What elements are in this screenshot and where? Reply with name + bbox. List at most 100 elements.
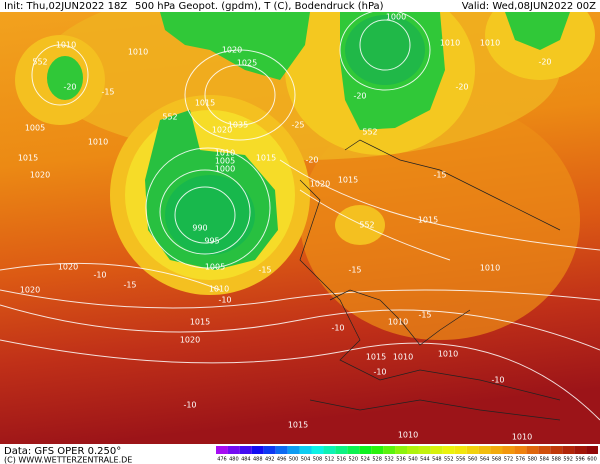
colorbar-swatch bbox=[562, 446, 575, 454]
colorbar-label: 580 bbox=[528, 457, 538, 463]
map-label: -10 bbox=[183, 401, 196, 410]
map-label: -20 bbox=[455, 83, 468, 92]
colorbar-swatch bbox=[502, 446, 515, 454]
colorbar-label: 476 bbox=[217, 457, 227, 463]
data-source: Data: GFS OPER 0.250° bbox=[4, 446, 121, 457]
colorbar-swatch bbox=[287, 446, 300, 454]
colorbar-swatch bbox=[550, 446, 563, 454]
colorbar-swatch bbox=[430, 446, 443, 454]
map-label: -20 bbox=[353, 92, 366, 101]
map-label: 1010 bbox=[209, 285, 229, 294]
map-label: 1015 bbox=[288, 421, 308, 430]
colorbar: 476 480 484 488 492 496 500 504 508 512 516 520 524 5… bbox=[216, 446, 598, 463]
colorbar-label: 496 bbox=[277, 457, 287, 463]
map-label: 1005 bbox=[25, 124, 45, 133]
colorbar-label: 572 bbox=[504, 457, 514, 463]
map-label: 1015 bbox=[190, 318, 210, 327]
colorbar-swatch bbox=[574, 446, 587, 454]
colorbar-swatch bbox=[371, 446, 384, 454]
colorbar-label: 552 bbox=[444, 457, 454, 463]
map-label: 1020 bbox=[20, 286, 40, 295]
colorbar-swatch bbox=[538, 446, 551, 454]
copyright: (C) WWW.WETTERZENTRALE.DE bbox=[4, 456, 132, 464]
colorbar-swatch bbox=[239, 446, 252, 454]
map-label: 1020 bbox=[310, 180, 330, 189]
colorbar-label: 588 bbox=[551, 457, 561, 463]
map-label: 1020 bbox=[58, 263, 78, 272]
map-label: -15 bbox=[123, 281, 136, 290]
map-label: 1010 bbox=[480, 264, 500, 273]
map-label: 1020 bbox=[222, 46, 242, 55]
colorbar-label: 528 bbox=[372, 457, 382, 463]
colorbar-swatch bbox=[335, 446, 348, 454]
colorbar-label: 484 bbox=[241, 457, 251, 463]
map-label: 1005 bbox=[215, 157, 235, 166]
map-label: 1010 bbox=[512, 433, 532, 442]
map-label: -15 bbox=[418, 311, 431, 320]
colorbar-label: 584 bbox=[540, 457, 550, 463]
map-title: 500 hPa Geopot. (gpdm), T (C), Bodendruc… bbox=[135, 1, 384, 12]
map-label: 1010 bbox=[88, 138, 108, 147]
colorbar-swatch bbox=[407, 446, 419, 454]
map-label: 552 bbox=[162, 113, 177, 122]
colorbar-label: 492 bbox=[265, 457, 275, 463]
colorbar-label: 532 bbox=[384, 457, 394, 463]
colorbar-swatch bbox=[395, 446, 407, 454]
map-label: 1010 bbox=[128, 48, 148, 57]
map-label: 990 bbox=[192, 224, 207, 233]
colorbar-swatch bbox=[490, 446, 503, 454]
colorbar-swatch bbox=[586, 446, 598, 454]
colorbar-swatch bbox=[383, 446, 396, 454]
map-label: 1015 bbox=[256, 154, 276, 163]
colorbar-swatch bbox=[311, 446, 324, 454]
colorbar-label: 536 bbox=[396, 457, 406, 463]
map-label: -20 bbox=[538, 58, 551, 67]
colorbar-label: 568 bbox=[492, 457, 502, 463]
map-label: -10 bbox=[331, 324, 344, 333]
map-label: -10 bbox=[373, 368, 386, 377]
init-time: Init: Thu,02JUN2022 18Z bbox=[4, 1, 127, 12]
colorbar-label: 544 bbox=[420, 457, 430, 463]
colorbar-swatch bbox=[323, 446, 336, 454]
colorbar-label: 500 bbox=[289, 457, 299, 463]
map-label: 1025 bbox=[237, 59, 257, 68]
map-label: 552 bbox=[362, 128, 377, 137]
colorbar-label: 548 bbox=[432, 457, 442, 463]
colorbar-label: 520 bbox=[349, 457, 359, 463]
colorbar-label: 540 bbox=[408, 457, 418, 463]
colorbar-swatch bbox=[454, 446, 467, 454]
map-label: 1010 bbox=[438, 350, 458, 359]
colorbar-swatch bbox=[275, 446, 288, 454]
colorbar-swatch bbox=[359, 446, 372, 454]
map-label: 1010 bbox=[393, 353, 413, 362]
colorbar-swatch bbox=[478, 446, 491, 454]
map-label: 1010 bbox=[398, 431, 418, 440]
map-label: 1020 bbox=[180, 336, 200, 345]
colorbar-label: 516 bbox=[337, 457, 347, 463]
map-label: -10 bbox=[491, 376, 504, 385]
colorbar-label: 512 bbox=[325, 457, 335, 463]
colorbar-label: 480 bbox=[229, 457, 239, 463]
map-label: 1005 bbox=[205, 263, 225, 272]
colorbar-swatch bbox=[418, 446, 431, 454]
map-label: -15 bbox=[433, 171, 446, 180]
map-label: -10 bbox=[93, 271, 106, 280]
colorbar-label: 488 bbox=[253, 457, 263, 463]
colorbar-swatch bbox=[526, 446, 539, 454]
map-label: 1010 bbox=[480, 39, 500, 48]
map-label: -10 bbox=[218, 296, 231, 305]
map-label: 1000 bbox=[386, 13, 406, 22]
colorbar-label: 600 bbox=[587, 457, 597, 463]
map-label: 1010 bbox=[440, 39, 460, 48]
colorbar-swatch bbox=[251, 446, 264, 454]
map-label: -20 bbox=[63, 83, 76, 92]
colorbar-label: 504 bbox=[301, 457, 311, 463]
map-label: -25 bbox=[291, 121, 304, 130]
map-label: -15 bbox=[348, 266, 361, 275]
map-label: 1020 bbox=[30, 171, 50, 180]
map-label: 1015 bbox=[338, 176, 358, 185]
valid-time: Valid: Wed,08JUN2022 00Z bbox=[462, 1, 596, 12]
